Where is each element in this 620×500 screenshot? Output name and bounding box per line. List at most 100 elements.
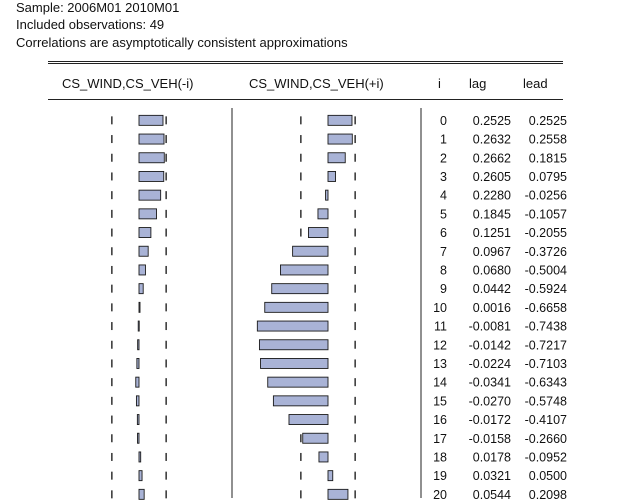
lag-bar-2: [138, 152, 165, 164]
lag-value-cell: 0.0967: [473, 245, 511, 259]
lag-bar-20: [138, 488, 145, 500]
lead-value-cell: -0.3726: [525, 245, 567, 259]
index-cell: 12: [433, 338, 447, 352]
lag-bar-10: [138, 301, 141, 313]
lead-bar-14: [267, 376, 329, 388]
lag-value-cell: -0.0341: [469, 376, 511, 390]
index-cell: 8: [440, 263, 447, 277]
lead-bar-20: [327, 488, 349, 500]
lead-bar-15: [272, 395, 329, 407]
index-cell: 14: [433, 376, 447, 390]
lead-bar-1: [327, 133, 353, 145]
lead-bar-6: [308, 227, 329, 239]
index-cell: 16: [433, 413, 447, 427]
lag-bar-6: [138, 227, 152, 239]
lag-bar-19: [138, 470, 143, 482]
lead-bar-9: [271, 283, 329, 295]
lag-bar-9: [138, 283, 144, 295]
lead-value-cell: -0.2660: [525, 432, 567, 446]
index-cell: 18: [433, 450, 447, 464]
index-cell: 1: [440, 133, 447, 147]
lead-bar-7: [292, 245, 329, 257]
approximation-note: Correlations are asymptotically consiste…: [16, 35, 348, 50]
header-bottom-rule: [48, 99, 563, 100]
lag-bar-11: [137, 320, 140, 332]
index-cell: 10: [433, 301, 447, 315]
lead-bar-0: [327, 114, 353, 126]
lag-value-cell: -0.0142: [469, 338, 511, 352]
lag-bar-7: [138, 245, 149, 257]
index-cell: 4: [440, 189, 447, 203]
lead-bar-16: [288, 414, 329, 425]
lead-value-cell: -0.7438: [525, 320, 567, 334]
lag-bar-1: [138, 133, 165, 145]
lag-bar-4: [138, 189, 162, 201]
lag-value-cell: -0.0158: [469, 432, 511, 446]
lead-bar-19: [327, 470, 334, 482]
lag-bar-3: [138, 170, 165, 182]
lead-value-cell: -0.7217: [525, 338, 567, 352]
lag-bar-14: [135, 376, 140, 388]
index-cell: 13: [433, 357, 447, 371]
index-cell: 19: [433, 469, 447, 483]
lag-value-cell: 0.1251: [473, 226, 511, 240]
lead-value-cell: -0.5748: [525, 394, 567, 408]
lead-bar-4: [325, 189, 329, 201]
lag-correlogram: [111, 114, 167, 500]
lead-bar-11: [256, 320, 329, 332]
lag-value-cell: -0.0081: [469, 320, 511, 334]
lag-bar-0: [138, 114, 164, 126]
lag-bar-13: [136, 358, 140, 369]
lead-chart-title: CS_WIND,CS_VEH(+i): [249, 76, 384, 91]
lag-value-cell: 0.2525: [473, 114, 511, 128]
index-cell: 9: [440, 282, 447, 296]
lag-value-cell: 0.0680: [473, 263, 511, 277]
lead-value-cell: -0.0256: [525, 189, 567, 203]
lead-bar-10: [264, 301, 329, 313]
index-cell: 7: [440, 245, 447, 259]
lag-bar-18: [138, 451, 142, 463]
index-cell: 5: [440, 207, 447, 221]
lead-value-cell: -0.6658: [525, 301, 567, 315]
values-table: 0 0.2525 0.2525 1 0.2632 0.2558 2 0.2662 0.1815 3…: [433, 114, 567, 500]
lag-value-cell: 0.0442: [473, 282, 511, 296]
lag-column-header: lag: [469, 76, 487, 91]
lead-bar-12: [258, 339, 329, 351]
lag-bar-17: [137, 432, 140, 444]
lead-value-cell: 0.0795: [529, 170, 567, 184]
lag-value-cell: 0.2632: [473, 133, 511, 147]
lag-value-cell: 0.2280: [473, 189, 511, 203]
lag-chart-title: CS_WIND,CS_VEH(-i): [62, 76, 194, 91]
header-top-rule: [48, 61, 563, 62]
lag-value-cell: 0.1845: [473, 207, 511, 221]
lead-value-cell: -0.5924: [525, 282, 567, 296]
lead-value-cell: 0.0500: [529, 469, 567, 483]
lag-bar-12: [137, 339, 140, 351]
lead-value-cell: -0.5004: [525, 263, 567, 277]
index-cell: 15: [433, 394, 447, 408]
lead-bar-18: [318, 451, 329, 463]
lag-value-cell: -0.0172: [469, 413, 511, 427]
lead-bar-13: [260, 358, 329, 369]
lead-bar-5: [317, 208, 329, 220]
lead-bar-17: [302, 432, 329, 444]
index-cell: 11: [434, 320, 447, 334]
index-cell: 3: [440, 170, 447, 184]
lead-correlogram: [256, 114, 356, 500]
lead-value-cell: 0.2098: [529, 488, 567, 500]
lead-bar-2: [327, 152, 346, 164]
index-cell: 20: [433, 488, 447, 500]
lag-value-cell: -0.0224: [469, 357, 511, 371]
index-cell: 0: [440, 114, 447, 128]
lag-value-cell: 0.2662: [473, 151, 511, 165]
lead-value-cell: -0.1057: [525, 207, 567, 221]
index-column-header: i: [438, 76, 441, 91]
lead-value-cell: -0.4107: [525, 413, 567, 427]
observations-label: Included observations: 49: [16, 17, 165, 32]
lead-value-cell: -0.6343: [525, 376, 567, 390]
index-cell: 2: [440, 151, 447, 165]
lead-value-cell: -0.0952: [525, 450, 567, 464]
lead-value-cell: -0.2055: [525, 226, 567, 240]
lag-bar-8: [138, 264, 146, 276]
